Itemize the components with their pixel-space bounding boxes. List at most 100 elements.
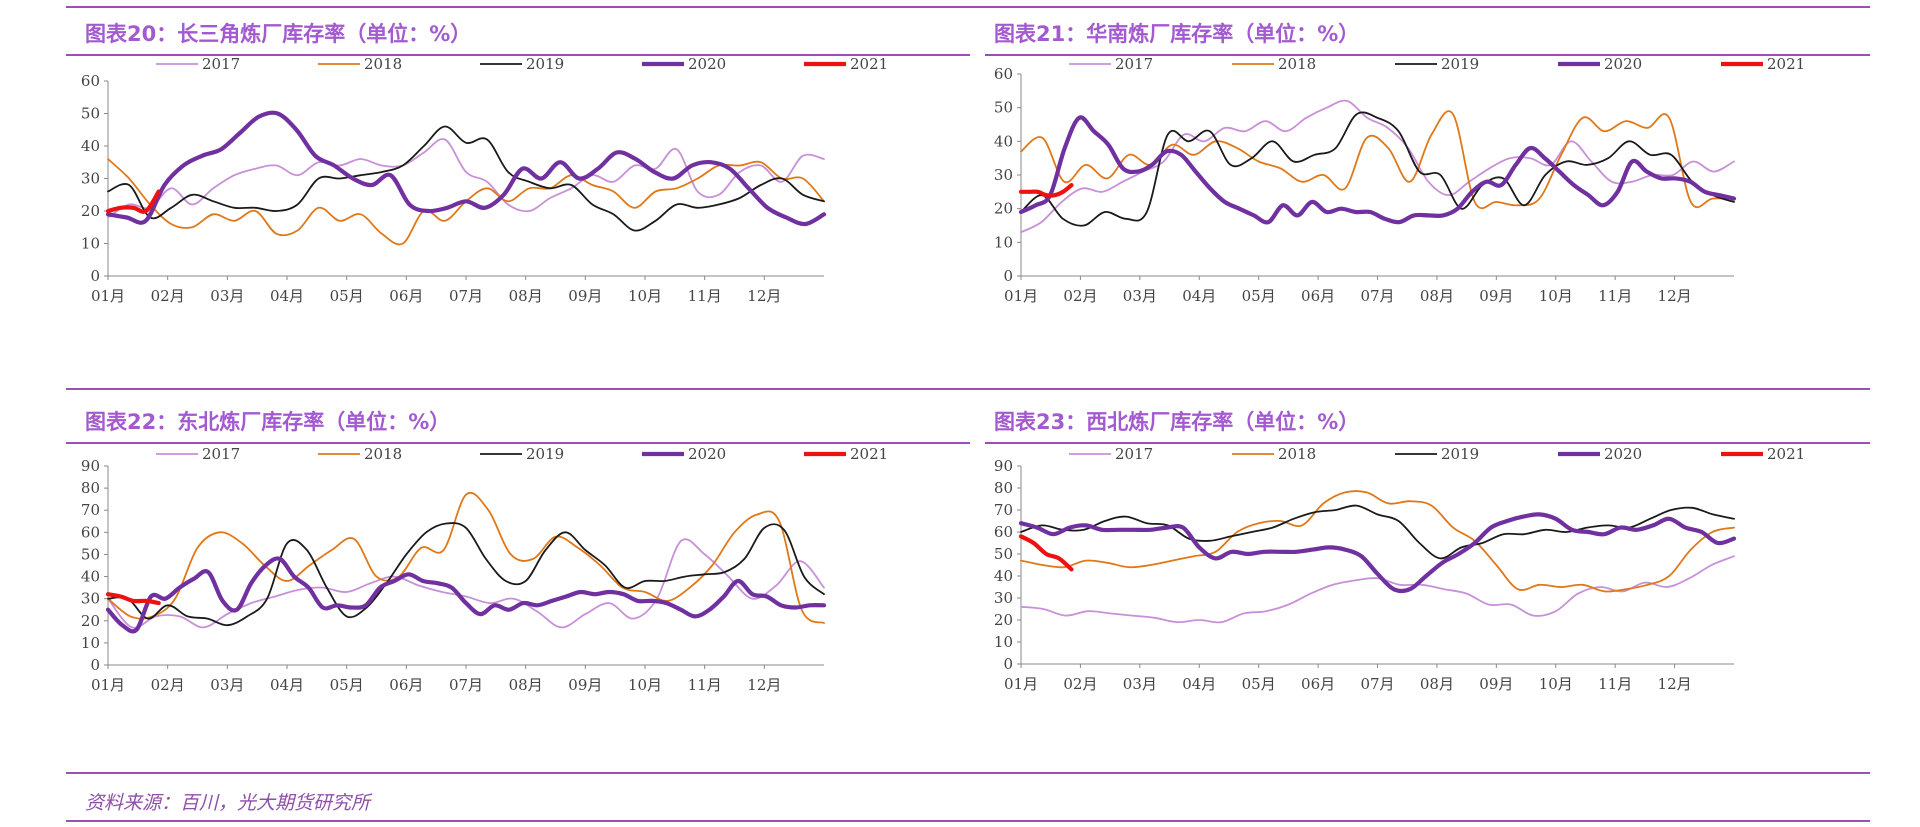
- series-line-2021: [105, 189, 161, 214]
- series-line-2020: [105, 556, 827, 634]
- series-line-2019: [107, 125, 825, 232]
- title-underline-1: [66, 54, 970, 56]
- legend-label-2017: 2017: [1115, 445, 1153, 463]
- x-tick-label: 11月: [688, 676, 722, 694]
- y-tick-label: 20: [81, 612, 100, 630]
- x-tick-label: 09月: [1479, 287, 1513, 305]
- source-note: 资料来源：百川，光大期货研究所: [85, 792, 371, 814]
- x-tick-label: 10月: [1539, 675, 1573, 693]
- legend-label-2021: 2021: [850, 55, 888, 73]
- title-underline-2: [985, 54, 1870, 56]
- x-tick-label: 03月: [1123, 675, 1157, 693]
- x-tick-label: 04月: [1182, 675, 1216, 693]
- x-tick-label: 10月: [628, 287, 662, 305]
- x-tick-label: 04月: [270, 287, 304, 305]
- legend-label-2018: 2018: [1278, 445, 1316, 463]
- series-line-2021: [105, 592, 161, 606]
- title-underline-4: [985, 442, 1870, 444]
- x-tick-label: 07月: [449, 287, 483, 305]
- y-tick-label: 20: [994, 611, 1013, 629]
- legend-label-2017: 2017: [202, 445, 240, 463]
- y-tick-label: 10: [994, 633, 1013, 651]
- y-tick-label: 30: [81, 170, 100, 188]
- middle-rule: [66, 388, 1870, 390]
- series-line-2018: [107, 492, 825, 624]
- y-tick-label: 0: [1003, 267, 1013, 285]
- legend-label-2019: 2019: [526, 55, 564, 73]
- chart-northwest: 0 10 20 30 40 50 60 70 80 90 01月 02月 03月 04月 05月 06月 07月…: [994, 445, 1805, 693]
- series-line-2019: [1020, 504, 1735, 560]
- legend-label-2018: 2018: [364, 445, 402, 463]
- y-tick-label: 40: [81, 568, 100, 586]
- y-tick-label: 20: [994, 200, 1013, 218]
- series-line-2017: [107, 538, 825, 629]
- chart-yangtze: 0 10 20 30 40 50 60 01月 02月 03月 04月 05月 06月 07月 08月 09月…: [81, 55, 888, 305]
- y-tick-label: 40: [994, 132, 1013, 150]
- legend-label-2020: 2020: [1604, 55, 1642, 73]
- x-tick-label: 10月: [628, 676, 662, 694]
- y-tick-label: 30: [994, 166, 1013, 184]
- y-tick-label: 40: [994, 567, 1013, 585]
- x-tick-label: 05月: [1242, 675, 1276, 693]
- x-tick-label: 01月: [91, 676, 125, 694]
- series-line-2019: [1020, 111, 1735, 227]
- x-tick-label: 09月: [568, 676, 602, 694]
- y-tick-label: 30: [994, 589, 1013, 607]
- legend-label-2017: 2017: [202, 55, 240, 73]
- y-tick-label: 50: [994, 99, 1013, 117]
- x-tick-label: 06月: [1301, 675, 1335, 693]
- x-tick-label: 12月: [747, 676, 781, 694]
- x-tick-label: 12月: [1658, 287, 1692, 305]
- footer-rule-top: [66, 772, 1870, 774]
- legend-label-2018: 2018: [364, 55, 402, 73]
- y-tick-label: 80: [994, 479, 1013, 497]
- x-tick-label: 03月: [1123, 287, 1157, 305]
- x-tick-label: 07月: [449, 676, 483, 694]
- x-tick-label: 07月: [1360, 287, 1394, 305]
- x-tick-label: 06月: [389, 287, 423, 305]
- x-tick-label: 08月: [1420, 287, 1454, 305]
- x-tick-label: 02月: [151, 287, 185, 305]
- legend-label-2020: 2020: [1604, 445, 1642, 463]
- legend-label-2021: 2021: [1767, 55, 1805, 73]
- series-line-2017: [107, 138, 825, 219]
- legend-label-2017: 2017: [1115, 55, 1153, 73]
- y-tick-label: 50: [81, 105, 100, 123]
- series-line-2018: [1020, 110, 1735, 210]
- chart-title-northeast: 图表22：东北炼厂库存率（单位：%）: [85, 410, 451, 434]
- y-tick-label: 10: [81, 235, 100, 253]
- legend-label-2020: 2020: [688, 445, 726, 463]
- footer-rule-bottom: [66, 820, 1870, 822]
- x-tick-label: 05月: [330, 287, 364, 305]
- chart-title-south: 图表21：华南炼厂库存率（单位：%）: [994, 22, 1360, 46]
- x-tick-label: 08月: [509, 287, 543, 305]
- x-tick-label: 04月: [1182, 287, 1216, 305]
- series-line-2020: [105, 110, 827, 227]
- x-tick-label: 02月: [1063, 675, 1097, 693]
- series-line-2020: [1018, 115, 1737, 225]
- x-tick-label: 12月: [747, 287, 781, 305]
- x-tick-label: 02月: [1063, 287, 1097, 305]
- x-tick-label: 08月: [1420, 675, 1454, 693]
- title-underline-3: [66, 442, 970, 444]
- legend-label-2019: 2019: [526, 445, 564, 463]
- x-tick-label: 03月: [210, 287, 244, 305]
- y-tick-label: 90: [81, 457, 100, 475]
- y-tick-label: 10: [81, 634, 100, 652]
- legend-label-2021: 2021: [1767, 445, 1805, 463]
- legend-label-2021: 2021: [850, 445, 888, 463]
- y-tick-label: 90: [994, 457, 1013, 475]
- x-tick-label: 10月: [1539, 287, 1573, 305]
- x-tick-label: 11月: [688, 287, 722, 305]
- x-tick-label: 05月: [1242, 287, 1276, 305]
- y-tick-label: 40: [81, 137, 100, 155]
- y-tick-label: 70: [81, 501, 100, 519]
- x-tick-label: 11月: [1598, 675, 1632, 693]
- x-tick-label: 11月: [1598, 287, 1632, 305]
- y-tick-label: 20: [81, 202, 100, 220]
- x-tick-label: 05月: [330, 676, 364, 694]
- x-tick-label: 01月: [91, 287, 125, 305]
- legend-label-2019: 2019: [1441, 445, 1479, 463]
- y-tick-label: 60: [81, 523, 100, 541]
- series-line-2021: [1018, 183, 1074, 198]
